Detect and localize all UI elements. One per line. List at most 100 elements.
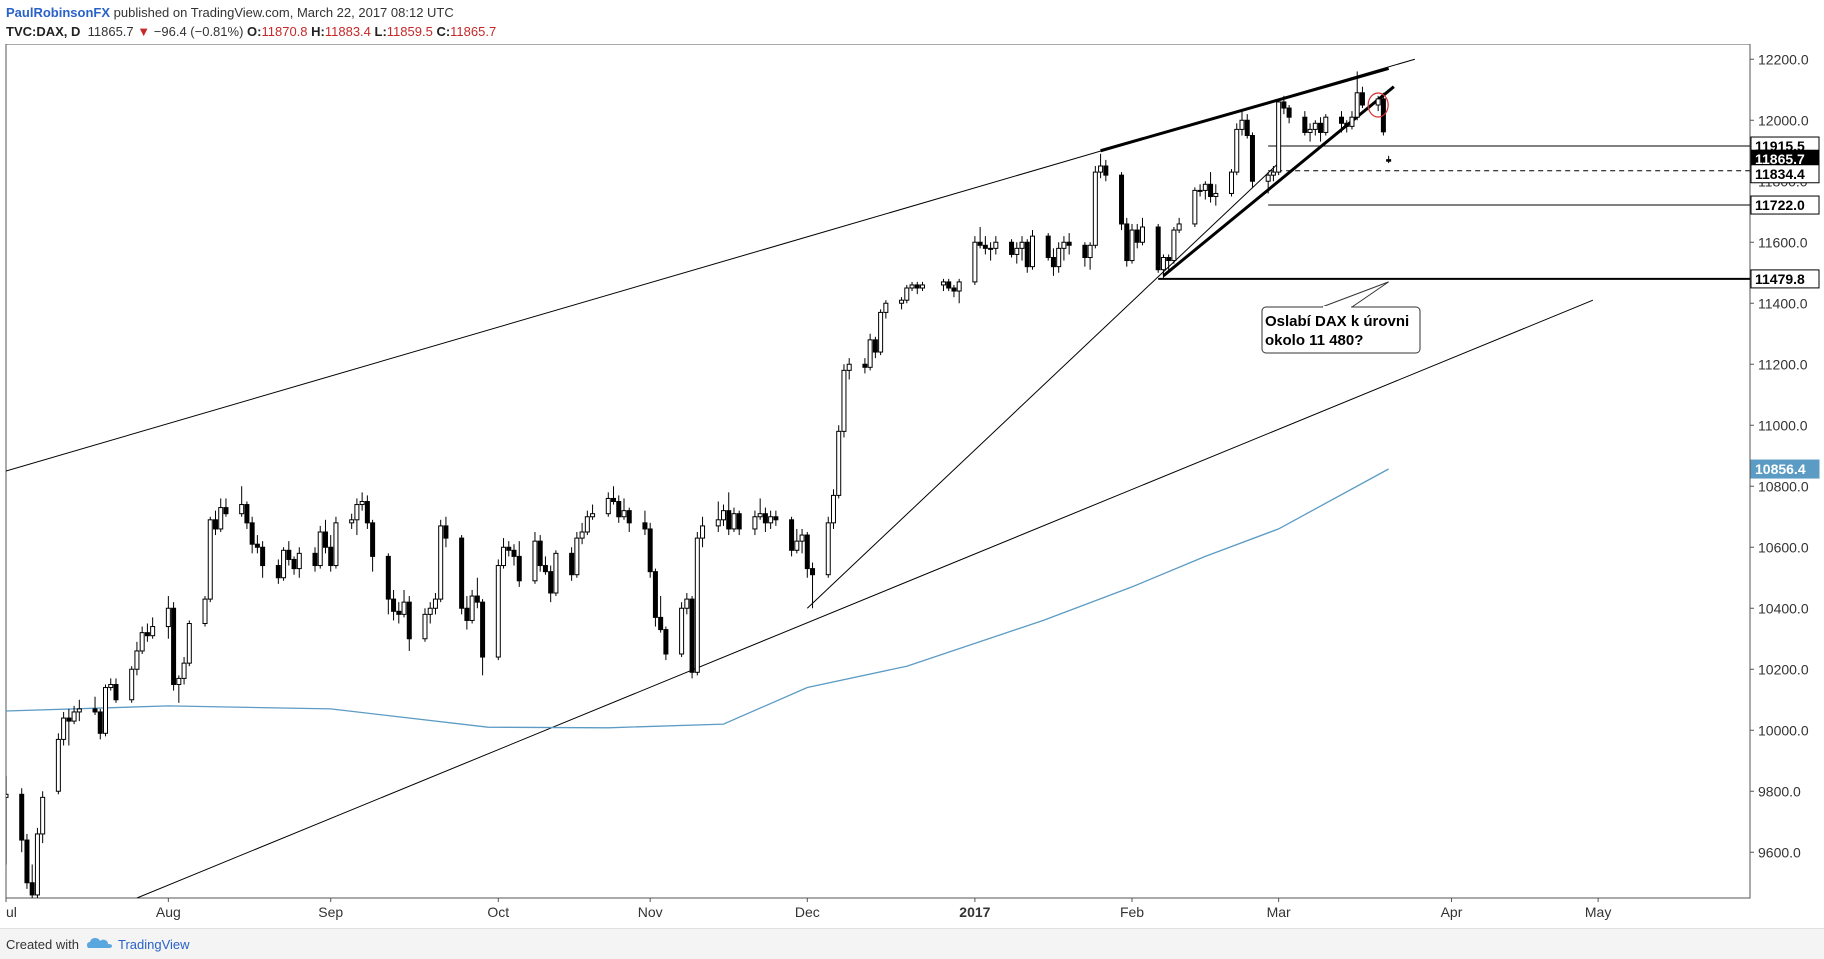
created-with-text: Created with xyxy=(6,937,79,952)
candle-up xyxy=(1014,247,1020,255)
y-tick-label: 9600.0 xyxy=(1758,844,1801,860)
candle-up xyxy=(799,534,805,542)
candle-down xyxy=(97,711,103,734)
candle-down xyxy=(254,543,260,548)
candle-up xyxy=(1056,247,1062,268)
candle-down xyxy=(1166,257,1172,262)
candle-down xyxy=(1302,116,1308,133)
candle-down xyxy=(385,555,391,600)
candle-up xyxy=(830,494,836,524)
candle-down xyxy=(1155,226,1161,271)
x-tick-label: Apr xyxy=(1441,904,1463,920)
candle-down xyxy=(1318,122,1324,133)
candle-up xyxy=(590,513,596,518)
candle-up xyxy=(768,516,774,524)
x-tick-label: Nov xyxy=(638,904,663,920)
candle-down xyxy=(291,558,297,570)
candle-down xyxy=(223,507,229,515)
candle-up xyxy=(1213,192,1219,197)
candle-up xyxy=(76,708,82,713)
candle-up xyxy=(432,598,438,609)
candle-up xyxy=(359,501,365,506)
close-value: 11865.7 xyxy=(450,24,497,39)
candle-up xyxy=(438,525,444,600)
price-label: 10856.4 xyxy=(1755,461,1806,477)
candle-down xyxy=(1286,107,1292,118)
candle-up xyxy=(181,662,187,679)
x-tick-label: Feb xyxy=(1120,904,1144,920)
candle-down xyxy=(370,522,376,557)
candle-down xyxy=(862,363,868,368)
candle-down xyxy=(542,565,548,573)
candle-down xyxy=(24,839,30,884)
candle-up xyxy=(1307,128,1313,133)
candle-down xyxy=(260,546,266,567)
trendline xyxy=(1100,66,1390,153)
candle-up xyxy=(150,626,156,637)
candle-up xyxy=(401,601,407,615)
y-tick-label: 11600.0 xyxy=(1758,234,1808,250)
candle-down xyxy=(872,339,878,353)
candle-down xyxy=(92,708,98,713)
candle-up xyxy=(899,299,905,304)
candle-up xyxy=(956,281,962,292)
candle-up xyxy=(721,510,727,521)
candle-up xyxy=(715,519,721,527)
candle-up xyxy=(239,504,245,515)
y-tick-label: 10200.0 xyxy=(1758,661,1809,677)
candle-up xyxy=(909,284,915,289)
price-chart[interactable]: 9600.0 9800.0 10000.0 10200.0 10400.0 10600.0… xyxy=(0,44,1824,928)
candle-down xyxy=(736,513,742,530)
candle-up xyxy=(317,531,323,567)
candle-down xyxy=(1082,244,1088,259)
candle-down xyxy=(249,522,255,545)
candle-down xyxy=(611,497,617,503)
candle-down xyxy=(29,882,35,896)
author-name[interactable]: PaulRobinsonFX xyxy=(6,5,110,20)
candle-up xyxy=(867,339,873,368)
moving-average-line xyxy=(6,468,1389,729)
candle-up xyxy=(296,552,302,570)
candle-down xyxy=(464,607,470,621)
tradingview-brand[interactable]: TradingView xyxy=(118,937,190,952)
candle-up xyxy=(846,363,852,371)
candle-down xyxy=(516,555,522,582)
candle-up xyxy=(1092,171,1098,246)
candle-up xyxy=(40,796,46,835)
price-label-box xyxy=(1750,459,1820,479)
candle-up xyxy=(333,522,339,567)
candle-up xyxy=(584,516,590,533)
candle-up xyxy=(1087,244,1093,259)
candle-up xyxy=(1019,241,1025,249)
close-label: C: xyxy=(436,24,451,39)
candle-up xyxy=(61,717,67,740)
candle-down xyxy=(1244,119,1250,136)
price-label: 11865.7 xyxy=(1755,151,1805,167)
candle-up xyxy=(1229,171,1235,194)
trendline xyxy=(806,162,1279,609)
candle-up xyxy=(878,311,884,353)
y-tick-label: 9800.0 xyxy=(1758,783,1801,799)
callout-line-2: okolo 11 480? xyxy=(1265,332,1363,349)
candle-up xyxy=(684,598,690,609)
x-tick-label: 2017 xyxy=(959,904,990,920)
candle-up xyxy=(1171,229,1177,262)
callout-line-1: Oslabí DAX k úrovni xyxy=(1265,313,1409,330)
candle-up xyxy=(1239,119,1245,130)
candle-down xyxy=(19,793,25,841)
candle-down xyxy=(951,287,957,292)
candle-down xyxy=(328,546,334,567)
candle-up xyxy=(1098,165,1104,173)
candle-down xyxy=(1249,135,1255,182)
candle-up xyxy=(579,531,585,539)
trendline xyxy=(136,299,1594,898)
y-tick-label: 10600.0 xyxy=(1758,539,1809,555)
x-tick-label: Dec xyxy=(795,904,820,920)
candle-up xyxy=(972,241,978,283)
candle-up xyxy=(469,595,475,621)
candle-down xyxy=(773,516,779,521)
candle-down xyxy=(658,616,664,631)
high-label: H: xyxy=(311,24,325,39)
candle-down xyxy=(652,571,658,618)
candle-down xyxy=(364,501,370,524)
